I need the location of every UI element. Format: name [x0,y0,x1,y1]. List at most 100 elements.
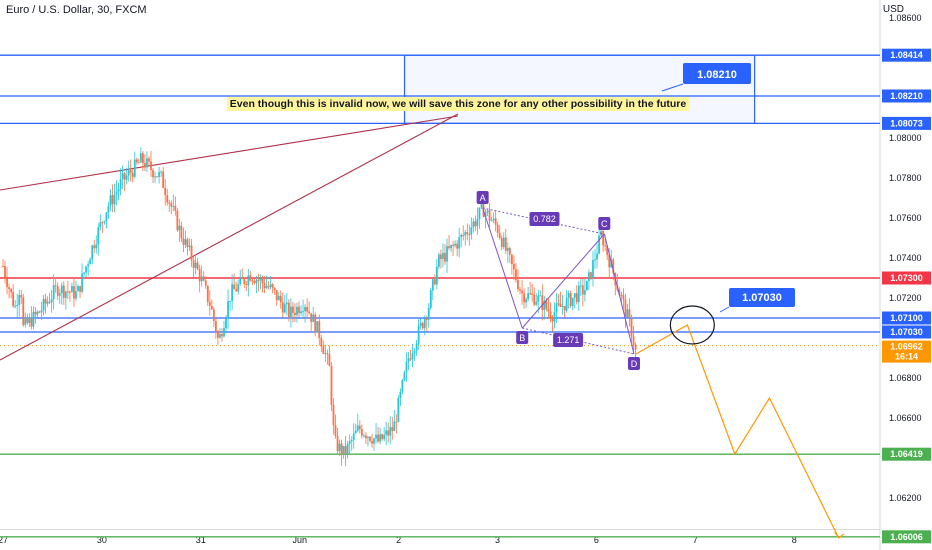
candle-body [257,279,260,281]
candle-body [561,306,564,308]
pattern-ratio-line [482,207,605,235]
price-tag-label: 1.07300 [890,273,923,283]
candle-body [555,303,558,313]
candle-body [535,301,538,305]
price-tag-1.06419 [882,447,931,461]
candle-body [28,317,31,323]
candle-body [186,239,189,248]
candle-body [263,283,266,289]
candle-body [127,170,130,176]
candle-body [549,311,552,319]
candle-body [387,430,390,436]
price-tag-1.07300 [882,271,931,285]
projection-path [635,324,840,539]
y-tick-label: 1.06800 [889,373,922,383]
candle-body [310,313,313,322]
candle-body [87,264,90,267]
candle-body [162,171,165,188]
candle-body [468,233,471,235]
candle-body [371,440,373,444]
candle-body [105,212,108,222]
candle-body [275,289,278,301]
candle-body [407,358,410,363]
candle-body [117,188,120,192]
candle-body [217,332,219,338]
candle-body [107,206,110,213]
candle-body [348,441,351,444]
candle-body [346,443,349,455]
candle-body [251,280,254,282]
pattern-point-badge [476,191,489,204]
ratio-label: 1.271 [557,335,580,345]
x-tick-label: 6 [594,535,599,545]
candle-body [178,225,181,231]
candle-body [612,259,615,274]
candle-body [385,430,388,435]
candle-body [137,162,140,164]
candle-body [85,266,88,273]
y-tick-label: 1.06200 [889,493,922,503]
candle-body [225,318,227,329]
candle-body [565,297,568,311]
candle-body [557,303,560,305]
candle-body [196,262,199,270]
candle-body [48,301,51,303]
candle-body [18,295,21,306]
candle-body [529,293,532,295]
candle-body [198,269,201,282]
candle-body [40,310,43,313]
candle-body [634,345,637,350]
candle-body [531,293,534,295]
candle-body [579,285,582,287]
candle-body [214,320,217,333]
candle-body [492,218,495,221]
candle-body [510,254,513,265]
candle-body [148,158,150,162]
candle-body [296,306,298,316]
candle-body [488,210,491,221]
candle-body [164,187,167,196]
candle-body [158,172,161,177]
candle-body [302,311,304,313]
pattern-point-badge [627,357,640,370]
candle-body [204,280,207,286]
candle-body [431,279,434,291]
candle-body [146,158,148,168]
candle-body [401,379,404,392]
candle-body [210,305,213,310]
candle-body [588,272,590,281]
candle-body [626,309,629,317]
candle-body [391,427,394,431]
candle-body [553,312,556,322]
candle-body [44,298,47,304]
candle-body [166,195,169,203]
candle-body [590,272,592,279]
price-tag-1.08414 [882,48,931,62]
candle-body [54,285,57,287]
candle-body [344,446,347,455]
candle-body [235,289,238,292]
candle-body [56,286,59,296]
candle-body [46,301,49,304]
candle-body [340,443,343,455]
candle-body [383,434,386,440]
candle-body [360,429,363,436]
candle-body [352,433,355,440]
candle-body [160,171,163,173]
ratio-badge [529,212,560,226]
candle-body [314,314,317,333]
candle-body [249,275,252,281]
x-tick-label: 8 [792,535,797,545]
candle-body [630,317,633,337]
candle-body [212,309,215,321]
candle-body [423,318,426,329]
candle-body [279,295,282,303]
candle-body [417,325,420,344]
candle-body [38,311,41,313]
pattern-leg [482,207,523,329]
candle-body [332,405,335,426]
candle-body [139,153,142,163]
candle-body [543,300,546,311]
